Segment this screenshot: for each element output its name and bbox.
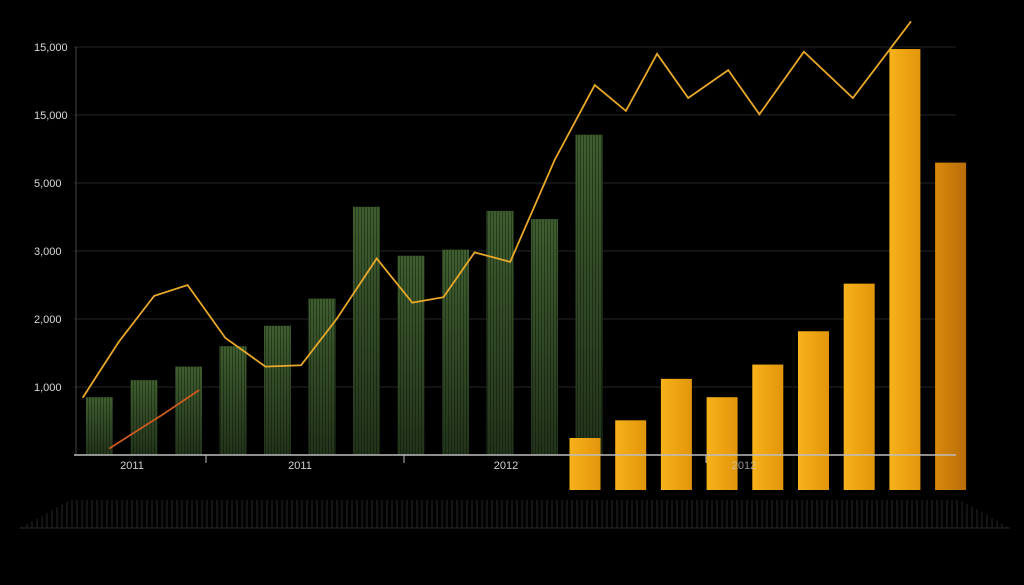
line-point bbox=[335, 318, 338, 320]
line-point bbox=[473, 251, 476, 254]
line-point bbox=[593, 84, 596, 86]
y-tick-label: 1,000 bbox=[34, 382, 62, 394]
orange-bar bbox=[752, 364, 784, 490]
line-point bbox=[727, 69, 730, 71]
orange-bar bbox=[889, 49, 921, 490]
line-point bbox=[82, 396, 84, 399]
line-point bbox=[411, 301, 414, 304]
green-bar-texture bbox=[308, 298, 336, 455]
line-point bbox=[509, 261, 512, 263]
line-point bbox=[687, 97, 689, 99]
line-point bbox=[909, 21, 912, 23]
line-point bbox=[197, 389, 200, 392]
line-point bbox=[108, 447, 111, 450]
line-point bbox=[375, 257, 378, 260]
green-bar-texture bbox=[219, 346, 247, 455]
green-bar-texture bbox=[531, 219, 558, 455]
line-point bbox=[553, 159, 556, 161]
line-point bbox=[803, 50, 805, 53]
line-point bbox=[224, 337, 227, 339]
green-bar-texture bbox=[486, 210, 514, 455]
line-point bbox=[300, 364, 302, 367]
x-tick-label: 2012 bbox=[494, 460, 518, 472]
line-point bbox=[852, 97, 854, 99]
orange-bar bbox=[660, 378, 692, 490]
line-point bbox=[186, 284, 189, 286]
green-bar-texture bbox=[86, 397, 113, 455]
line-point bbox=[442, 296, 445, 299]
y-tick-label: 5,000 bbox=[34, 178, 62, 190]
orange-bar bbox=[706, 397, 738, 490]
y-tick-label: 15,000 bbox=[34, 110, 68, 122]
green-bar-texture bbox=[264, 325, 291, 455]
green-bar-texture bbox=[397, 255, 425, 455]
line-point bbox=[758, 113, 761, 116]
line-point bbox=[656, 53, 658, 55]
green-bar-texture bbox=[175, 366, 202, 455]
line-point bbox=[117, 341, 120, 343]
y-tick-label: 2,000 bbox=[34, 314, 62, 326]
x-tick-label: 2011 bbox=[288, 460, 312, 472]
green-bar-texture bbox=[130, 380, 158, 455]
orange-bar bbox=[569, 438, 601, 490]
y-tick-label: 15,000 bbox=[34, 42, 68, 54]
orange-bar bbox=[798, 331, 829, 490]
y-tick-label: 3,000 bbox=[34, 246, 62, 258]
green-bar-texture bbox=[353, 206, 380, 455]
floor-reflection bbox=[20, 500, 1010, 528]
orange-bar bbox=[935, 162, 967, 490]
line-point bbox=[625, 110, 627, 112]
x-tick-label: 2012 bbox=[732, 460, 756, 472]
green-bar-texture bbox=[575, 134, 603, 455]
line-point bbox=[162, 413, 164, 416]
x-tick-label: 2011 bbox=[120, 460, 144, 472]
line-point bbox=[153, 295, 155, 297]
line-point bbox=[264, 365, 267, 368]
green-bar-texture bbox=[442, 249, 469, 455]
orange-bar bbox=[843, 283, 875, 490]
